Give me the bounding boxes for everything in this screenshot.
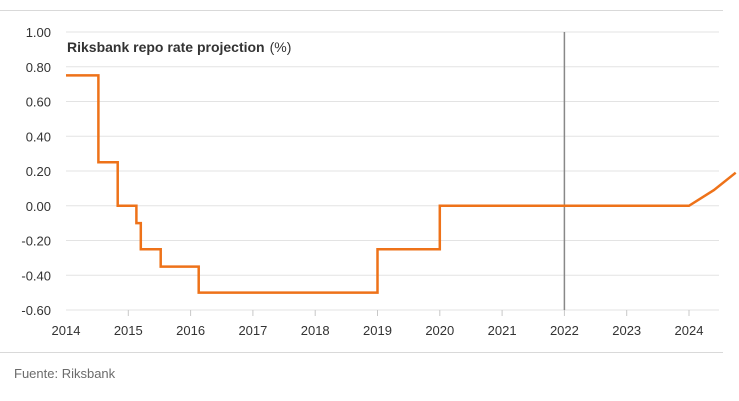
- y-tick-label: 0.80: [26, 60, 51, 75]
- y-tick-label: -0.20: [21, 234, 51, 249]
- x-tick-label: 2022: [550, 323, 579, 338]
- x-tick-label: 2023: [612, 323, 641, 338]
- y-tick-label: 0.60: [26, 95, 51, 110]
- y-tick-label: 0.20: [26, 164, 51, 179]
- chart-title-unit: (%): [270, 39, 292, 55]
- x-tick-label: 2021: [488, 323, 517, 338]
- y-axis-labels: 1.00 0.80 0.60 0.40 0.20 0.00 -0.20 -0.40 -0.60: [21, 25, 51, 318]
- bottom-divider: [0, 352, 723, 353]
- top-divider: [0, 10, 723, 11]
- chart-title-main: Riksbank repo rate projection: [67, 39, 265, 55]
- x-tick-label: 2016: [176, 323, 205, 338]
- series-group: [66, 74, 737, 294]
- repo-rate-chart: 1.000.800.600.400.200.00-0.20-0.40-0.60 …: [21, 25, 737, 338]
- y-tick-label: 0.40: [26, 129, 51, 144]
- chart-title: Riksbank repo rate projection (%): [67, 39, 291, 55]
- x-tick-label: 2019: [363, 323, 392, 338]
- grid-lines: [66, 31, 719, 316]
- repo-rate-line: [66, 74, 737, 294]
- x-tick-label: 2024: [675, 323, 704, 338]
- y-tick-label: -0.60: [21, 303, 51, 318]
- x-axis-labels: 2014 2015 2016 2017 2018 2019 2020 2021 2022 2023…: [52, 323, 704, 338]
- source-note: Fuente: Riksbank: [14, 366, 116, 381]
- x-tick-label: 2017: [238, 323, 267, 338]
- x-tick-label: 2018: [301, 323, 330, 338]
- x-tick-label: 2020: [425, 323, 454, 338]
- x-tick-label: 2014: [52, 323, 81, 338]
- x-tick-label: 2015: [114, 323, 143, 338]
- y-tick-label: -0.40: [21, 268, 51, 283]
- y-tick-label: 0.00: [26, 199, 51, 214]
- y-tick-label: 1.00: [26, 25, 51, 40]
